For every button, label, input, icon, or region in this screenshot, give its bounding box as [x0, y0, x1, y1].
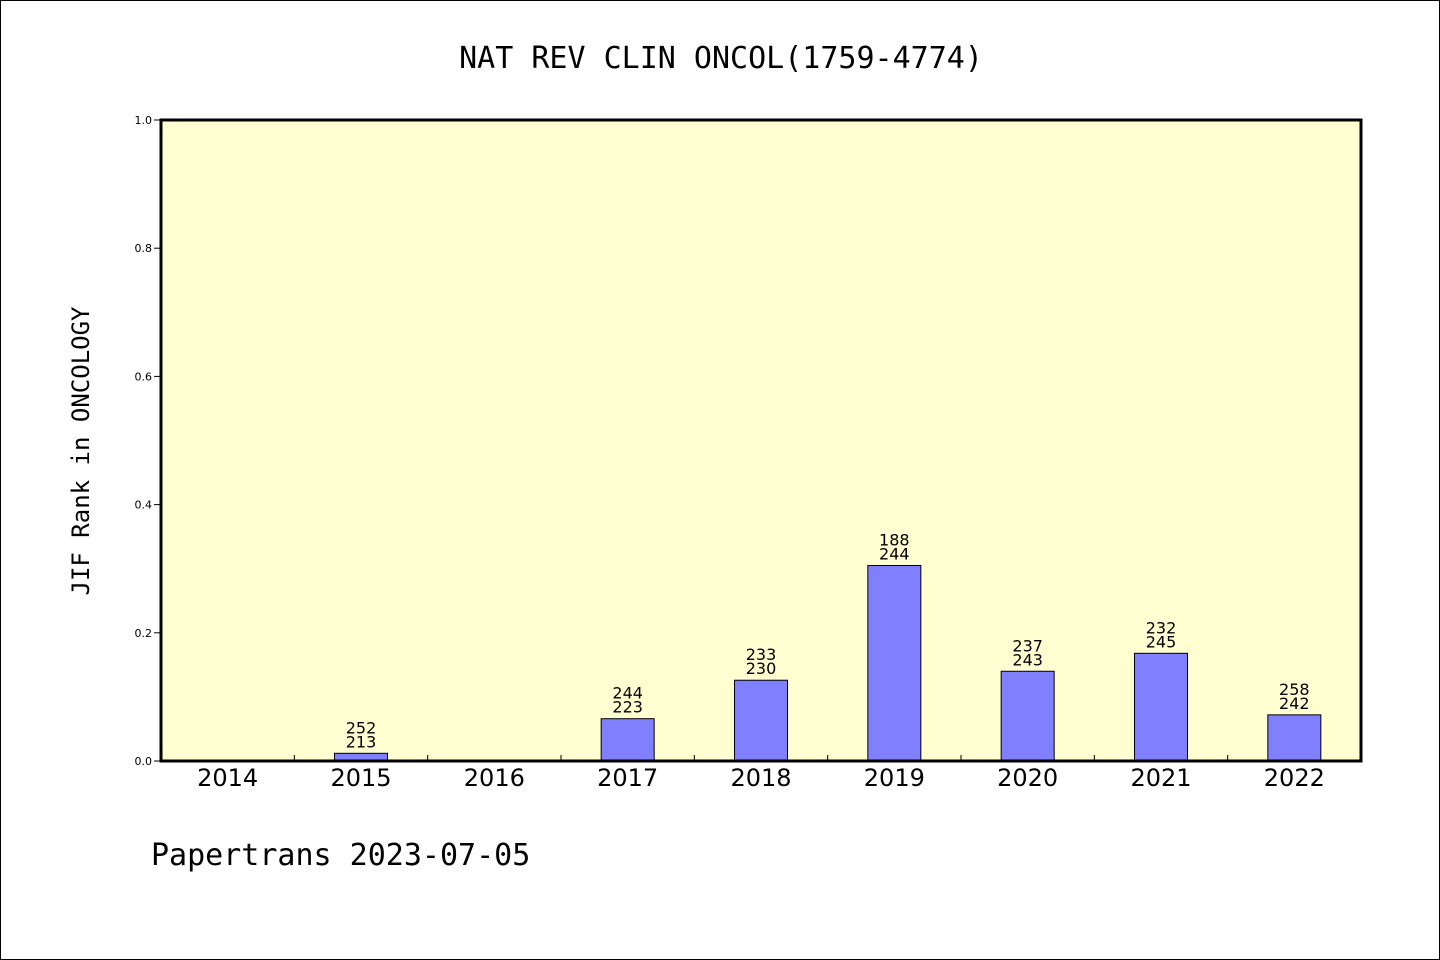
bar-label-bottom-2020: 243 — [1012, 650, 1043, 669]
y-axis: 0.0 0.2 0.4 0.6 0.8 1.0 — [135, 114, 161, 768]
bar-2018 — [734, 679, 788, 762]
y-tick-label: 1.0 — [135, 114, 153, 127]
bar-labels-group: 2522132442232332301882442372432322452582… — [346, 530, 1310, 751]
bar-label-bottom-2021: 245 — [1146, 632, 1177, 651]
bar-label-top-2020: 237 — [1012, 636, 1043, 655]
y-tick-label: 0.0 — [135, 755, 153, 768]
x-tick-label: 2016 — [464, 764, 525, 792]
bar-label-bottom-2018: 230 — [746, 659, 777, 678]
x-axis: 2014 2015 2016 2017 2018 2019 2020 2021 2022 — [197, 755, 1325, 792]
bar-2022 — [1267, 714, 1322, 762]
bar-label-top-2019: 188 — [879, 530, 910, 549]
bar-2017 — [600, 718, 655, 762]
bar-label-top-2015: 252 — [346, 718, 377, 737]
y-axis-label: JIF Rank in ONCOLOGY — [67, 306, 95, 596]
y-tick-label: 0.6 — [135, 370, 153, 383]
bar-label-bottom-2022: 242 — [1279, 694, 1310, 713]
bars-group — [334, 564, 1322, 762]
bar-label-bottom-2017: 223 — [612, 698, 643, 717]
plot-frame — [159, 118, 1363, 763]
bar-label-top-2021: 232 — [1146, 618, 1177, 637]
bar-label-top-2022: 258 — [1279, 680, 1310, 699]
x-tick-label: 2018 — [730, 764, 791, 792]
x-tick-label: 2017 — [597, 764, 658, 792]
bar-2020 — [1000, 670, 1055, 762]
y-tick-label: 0.8 — [135, 242, 153, 255]
x-tick-label: 2019 — [864, 764, 925, 792]
bar-2019 — [867, 564, 922, 762]
x-tick-label: 2020 — [997, 764, 1058, 792]
bar-label-bottom-2019: 244 — [879, 544, 910, 563]
x-tick-label: 2015 — [330, 764, 391, 792]
bar-label-top-2017: 244 — [612, 684, 643, 703]
y-tick-label: 0.2 — [135, 627, 153, 640]
x-tick-label: 2021 — [1130, 764, 1191, 792]
x-tick-label: 2014 — [197, 764, 258, 792]
bar-label-bottom-2015: 213 — [346, 732, 377, 751]
chart-title: NAT REV CLIN ONCOL(1759-4774) — [459, 41, 983, 76]
y-tick-label: 0.4 — [135, 499, 153, 512]
footer-credit: Papertrans 2023-07-05 — [151, 838, 530, 873]
bar-label-top-2018: 233 — [746, 645, 777, 664]
bar-2021 — [1134, 652, 1188, 762]
x-tick-label: 2022 — [1264, 764, 1325, 792]
